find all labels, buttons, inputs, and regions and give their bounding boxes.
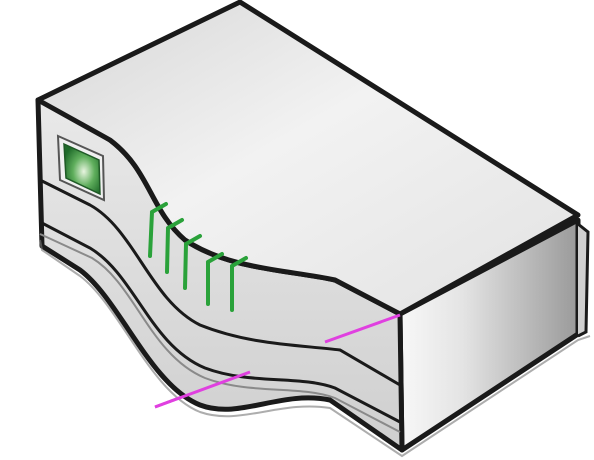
network-cable-top: [324, 313, 401, 344]
port-light-5: [230, 256, 248, 312]
network-cable-front: [154, 370, 251, 409]
hub-top-face: [35, 0, 581, 317]
hub-base-shadow: [39, 239, 591, 458]
port-light-1: [148, 202, 168, 258]
port-light-2: [165, 218, 184, 274]
port-lights: [148, 202, 248, 312]
port-light-3: [183, 234, 202, 290]
front-groove-lower: [39, 220, 401, 424]
port-light-4: [206, 252, 224, 306]
front-groove-upper: [39, 178, 401, 387]
status-led-icon: [56, 134, 106, 202]
